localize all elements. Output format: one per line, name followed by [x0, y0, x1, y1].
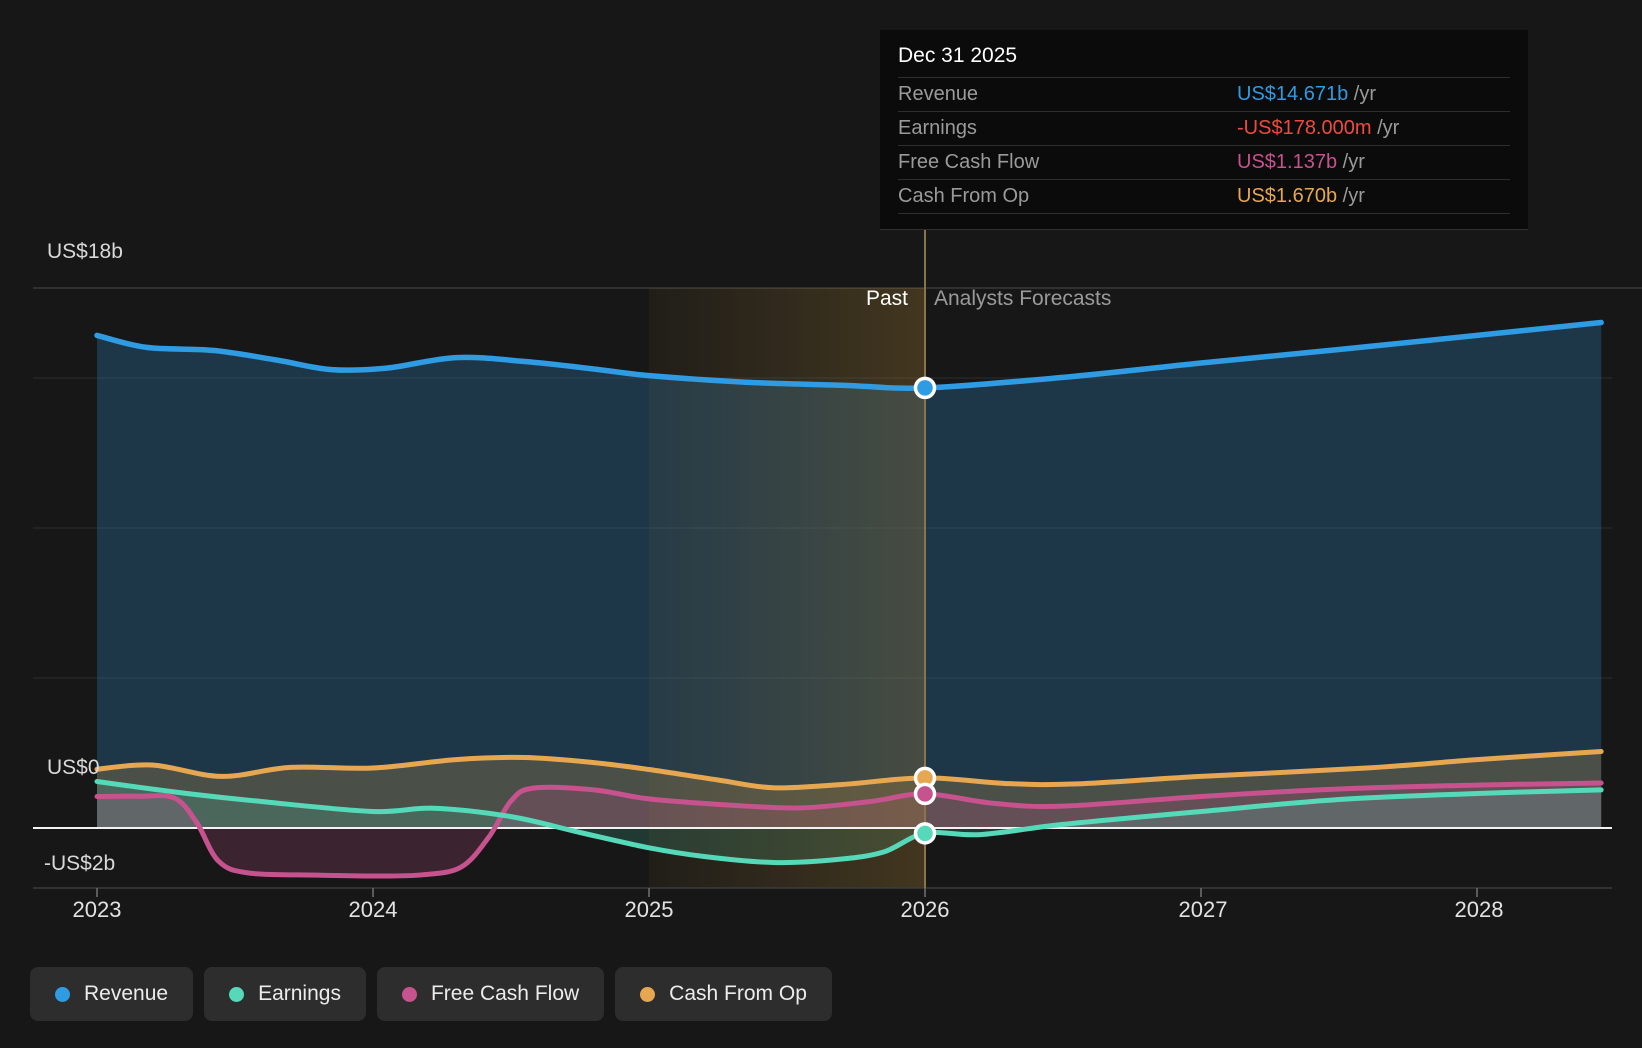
legend-item-revenue[interactable]: Revenue: [30, 967, 193, 1021]
tooltip-row-revenue: Revenue US$14.671b /yr: [898, 77, 1510, 111]
legend-item-free-cash-flow[interactable]: Free Cash Flow: [377, 967, 604, 1021]
earnings-value: -US$178.000m: [1237, 117, 1372, 139]
x-axis-label-2023: 2023: [73, 897, 122, 923]
tooltip-date: Dec 31 2025: [880, 30, 1528, 77]
revenue-value: US$14.671b: [1237, 83, 1348, 105]
y-axis-label-zero: US$0: [47, 756, 100, 780]
x-axis-label-2025: 2025: [625, 897, 674, 923]
free-cash-flow-dot-icon: [402, 987, 417, 1002]
x-axis-label-2028: 2028: [1455, 897, 1504, 923]
legend: Revenue Earnings Free Cash Flow Cash Fro…: [30, 967, 832, 1021]
earnings-dot-icon: [229, 987, 244, 1002]
cash-from-op-dot-icon: [640, 987, 655, 1002]
legend-item-earnings[interactable]: Earnings: [204, 967, 366, 1021]
revenue-dot-icon: [55, 987, 70, 1002]
chart-canvas: US$18b US$0 -US$2b 2023 2024 2025 2026 2…: [0, 0, 1642, 1048]
zone-label-analysts-forecasts: Analysts Forecasts: [934, 287, 1111, 311]
y-axis-label-top: US$18b: [47, 240, 123, 264]
legend-item-cash-from-op[interactable]: Cash From Op: [615, 967, 832, 1021]
cash-from-op-value: US$1.670b: [1237, 185, 1337, 207]
free-cash-flow-value: US$1.137b: [1237, 151, 1337, 173]
zone-label-past: Past: [866, 287, 908, 311]
y-axis-label-bottom: -US$2b: [44, 852, 115, 876]
tooltip-row-free-cash-flow: Free Cash Flow US$1.137b /yr: [898, 145, 1510, 179]
tooltip: Dec 31 2025 Revenue US$14.671b /yr Earni…: [880, 30, 1528, 230]
tooltip-row-earnings: Earnings -US$178.000m /yr: [898, 111, 1510, 145]
tooltip-row-cash-from-op: Cash From Op US$1.670b /yr: [898, 179, 1510, 213]
x-axis-label-2024: 2024: [349, 897, 398, 923]
x-axis-label-2026: 2026: [901, 897, 950, 923]
x-axis-label-2027: 2027: [1179, 897, 1228, 923]
